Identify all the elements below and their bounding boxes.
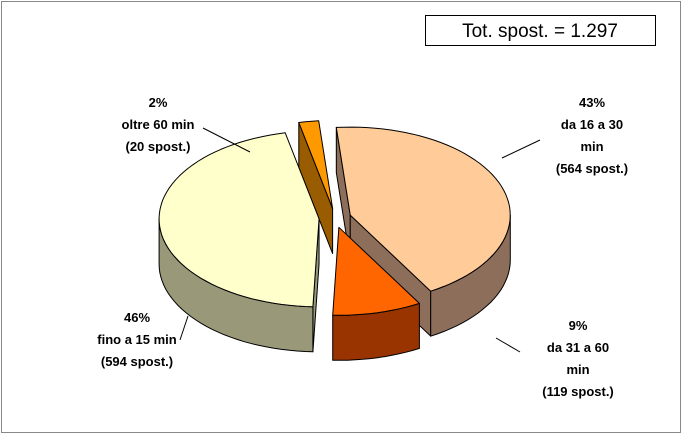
count-label: (119 spost.): [542, 384, 614, 399]
category-label: da 31 a 60 min: [547, 340, 609, 377]
percent-label: 9%: [569, 318, 588, 333]
category-label: da 16 a 30 min: [561, 117, 623, 154]
slice: [332, 226, 420, 316]
pie: [158, 120, 511, 361]
percent-label: 2%: [149, 95, 168, 110]
slice: [298, 120, 334, 210]
total-annotation: Tot. spost. = 1.297: [462, 21, 618, 42]
leader-line: [501, 139, 541, 159]
slice: [335, 126, 511, 292]
leader-line: [179, 315, 189, 341]
count-label: (564 spost.): [556, 161, 628, 176]
slice: [158, 132, 320, 308]
count-label: (20 spost.): [125, 139, 190, 154]
category-label: fino a 15 min: [97, 332, 177, 347]
count-label: (594 spost.): [101, 354, 173, 369]
total-box: [425, 15, 656, 46]
leader-line: [202, 127, 251, 153]
labels: 43% da 16 a 30 min (564 spost.) 9% da 31 a 60…: [97, 95, 628, 399]
leader-line: [495, 337, 521, 353]
percent-label: 43%: [579, 95, 605, 110]
category-label: oltre 60 min: [122, 117, 195, 132]
percent-label: 46%: [124, 310, 150, 325]
